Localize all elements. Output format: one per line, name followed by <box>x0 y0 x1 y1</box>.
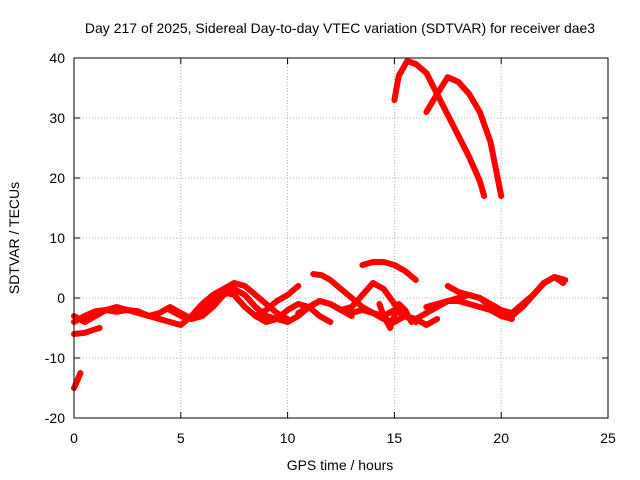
y-tick-label: 20 <box>49 170 65 186</box>
chart-title: Day 217 of 2025, Sidereal Day-to-day VTE… <box>85 20 595 36</box>
x-tick-label: 15 <box>387 430 403 446</box>
trace-a-line <box>71 370 84 391</box>
x-tick-label: 20 <box>493 430 509 446</box>
trace-k-line <box>359 259 419 283</box>
y-tick-label: 30 <box>49 110 65 126</box>
y-axis-label: SDTVAR / TECUs <box>6 182 22 294</box>
trace-n-line <box>444 274 567 319</box>
trace-p-line <box>423 74 505 199</box>
y-tick-label: 40 <box>49 50 65 66</box>
y-tick-label: -20 <box>45 410 65 426</box>
x-tick-label: 10 <box>280 430 296 446</box>
trace-o-line <box>391 58 488 199</box>
axis-ticks: 0 5 10 15 20 25 -20 -10 0 10 20 30 40 <box>45 50 616 446</box>
data-series <box>71 58 569 391</box>
x-axis-label: GPS time / hours <box>287 457 394 473</box>
trace-j-line <box>376 301 415 331</box>
x-tick-label: 5 <box>177 430 185 446</box>
trace-h-line <box>295 280 409 319</box>
trace-f-line <box>252 283 302 319</box>
y-tick-label: 10 <box>49 230 65 246</box>
trace-d-line <box>71 325 103 337</box>
grid-lines <box>74 58 608 418</box>
x-tick-label: 25 <box>600 430 616 446</box>
y-tick-label: 0 <box>57 290 65 306</box>
y-tick-label: -10 <box>45 350 65 366</box>
x-tick-label: 0 <box>70 430 78 446</box>
